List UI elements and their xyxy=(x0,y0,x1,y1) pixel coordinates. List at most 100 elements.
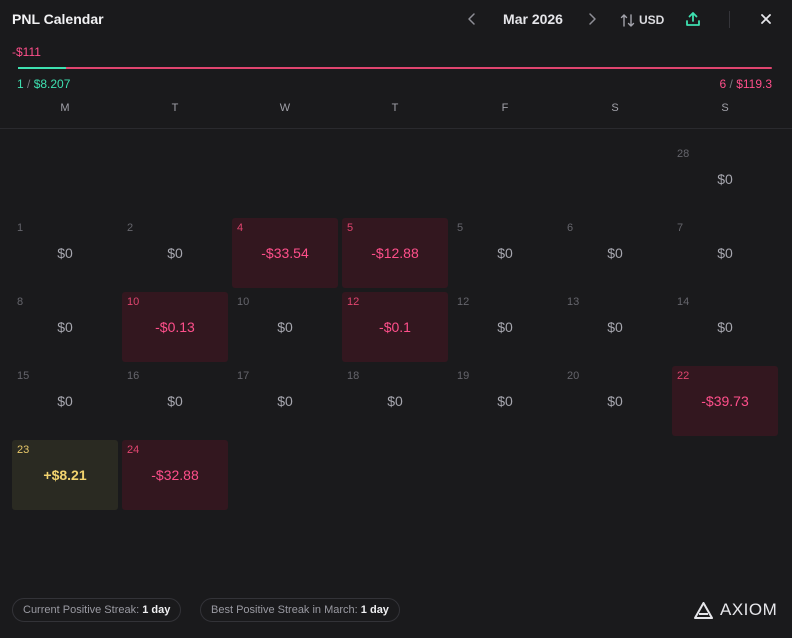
day-cell[interactable]: 19 $0 xyxy=(452,366,558,436)
day-pnl: -$32.88 xyxy=(151,467,199,483)
day-cell[interactable]: 1 $0 xyxy=(12,218,118,288)
win-count: 1 xyxy=(17,77,24,91)
day-cell[interactable]: 18 $0 xyxy=(342,366,448,436)
day-number: 22 xyxy=(677,370,690,382)
day-pnl: $0 xyxy=(717,171,733,187)
day-cell[interactable]: 17 $0 xyxy=(232,366,338,436)
day-pnl: $0 xyxy=(387,393,403,409)
day-cell[interactable]: 20 $0 xyxy=(562,366,668,436)
day-pnl: $0 xyxy=(607,245,623,261)
close-button[interactable] xyxy=(757,9,775,29)
day-number: 10 xyxy=(127,296,140,308)
loss-separator: / xyxy=(726,77,737,91)
pnl-ratio-positive-segment xyxy=(18,67,67,69)
day-pnl: $0 xyxy=(57,245,73,261)
day-number: 1 xyxy=(17,222,24,234)
day-cell[interactable]: 10 $0 xyxy=(232,292,338,362)
loss-stats: 6 / $119.3 xyxy=(719,77,772,91)
next-month-button[interactable] xyxy=(583,9,601,29)
day-pnl: $0 xyxy=(717,319,733,335)
win-stats: 1 / $8.207 xyxy=(17,77,70,91)
day-number: 2 xyxy=(127,222,134,234)
day-pnl: $0 xyxy=(57,319,73,335)
day-cell[interactable]: 13 $0 xyxy=(562,292,668,362)
day-number: 4 xyxy=(237,222,244,234)
day-number: 15 xyxy=(17,370,30,382)
page-title: PNL Calendar xyxy=(12,11,104,27)
day-pnl: -$33.54 xyxy=(261,245,309,261)
day-number: 8 xyxy=(17,296,24,308)
day-number: 24 xyxy=(127,444,140,456)
day-pnl: -$12.88 xyxy=(371,245,419,261)
day-cell[interactable]: 12 $0 xyxy=(452,292,558,362)
day-cell[interactable]: 4 -$33.54 xyxy=(232,218,338,288)
chevron-right-icon xyxy=(589,13,596,25)
day-cell[interactable]: 5 $0 xyxy=(452,218,558,288)
day-number: 23 xyxy=(17,444,30,456)
day-cell[interactable]: 10 -$0.13 xyxy=(122,292,228,362)
day-number: 16 xyxy=(127,370,140,382)
chevron-left-icon xyxy=(468,13,475,25)
day-cell[interactable]: 15 $0 xyxy=(12,366,118,436)
day-cell[interactable]: 2 $0 xyxy=(122,218,228,288)
day-pnl: -$0.13 xyxy=(155,319,195,335)
brand: AXIOM xyxy=(694,600,777,620)
win-separator: / xyxy=(23,77,34,91)
weekday-label: S xyxy=(611,102,619,114)
day-pnl: $0 xyxy=(277,319,293,335)
day-pnl: +$8.21 xyxy=(43,467,87,483)
day-pnl: $0 xyxy=(277,393,293,409)
day-cell[interactable]: 5 -$12.88 xyxy=(342,218,448,288)
best-streak-label: Best Positive Streak in March: xyxy=(211,604,358,616)
day-number: 5 xyxy=(457,222,464,234)
day-pnl: $0 xyxy=(57,393,73,409)
best-streak-chip: Best Positive Streak in March: 1 day xyxy=(200,598,400,622)
day-cell[interactable]: 28 $0 xyxy=(672,144,778,214)
day-pnl: $0 xyxy=(717,245,733,261)
pnl-ratio-bar xyxy=(18,67,772,69)
win-amount: $8.207 xyxy=(33,77,71,91)
day-pnl: $0 xyxy=(497,319,513,335)
day-cell[interactable]: 16 $0 xyxy=(122,366,228,436)
weekday-label: T xyxy=(171,102,179,114)
header-divider xyxy=(729,11,730,28)
prev-month-button[interactable] xyxy=(463,9,481,29)
current-streak-value: 1 day xyxy=(142,604,171,616)
day-cell[interactable]: 6 $0 xyxy=(562,218,668,288)
day-number: 13 xyxy=(567,296,580,308)
day-number: 12 xyxy=(457,296,470,308)
total-pnl: -$111 xyxy=(12,45,41,59)
day-cell[interactable]: 24 -$32.88 xyxy=(122,440,228,510)
day-cell[interactable]: 12 -$0.1 xyxy=(342,292,448,362)
brand-name: AXIOM xyxy=(720,600,778,619)
day-pnl: $0 xyxy=(497,245,513,261)
day-number: 28 xyxy=(677,148,690,160)
day-cell[interactable]: 8 $0 xyxy=(12,292,118,362)
weekday-label: S xyxy=(721,102,729,114)
day-pnl: $0 xyxy=(607,319,623,335)
day-cell[interactable]: 23 +$8.21 xyxy=(12,440,118,510)
day-cell[interactable]: 22 -$39.73 xyxy=(672,366,778,436)
grid-divider xyxy=(0,128,792,129)
day-number: 17 xyxy=(237,370,250,382)
month-label: Mar 2026 xyxy=(503,11,563,27)
best-streak-value: 1 day xyxy=(360,604,389,616)
currency-label: USD xyxy=(639,13,665,27)
weekday-label: F xyxy=(501,102,509,114)
close-icon xyxy=(761,14,771,24)
weekday-label: T xyxy=(391,102,399,114)
day-cell[interactable]: 7 $0 xyxy=(672,218,778,288)
current-streak-chip: Current Positive Streak: 1 day xyxy=(12,598,182,622)
share-button[interactable] xyxy=(684,10,702,28)
weekday-header: M T W T F S S xyxy=(10,102,780,116)
day-cell[interactable]: 14 $0 xyxy=(672,292,778,362)
day-number: 14 xyxy=(677,296,690,308)
day-number: 19 xyxy=(457,370,470,382)
header: PNL Calendar Mar 2026 USD xyxy=(0,0,792,40)
day-number: 12 xyxy=(347,296,360,308)
day-number: 6 xyxy=(567,222,574,234)
day-number: 18 xyxy=(347,370,360,382)
currency-toggle-button[interactable]: USD xyxy=(620,11,664,29)
day-pnl: $0 xyxy=(167,393,183,409)
day-pnl: -$0.1 xyxy=(379,319,411,335)
